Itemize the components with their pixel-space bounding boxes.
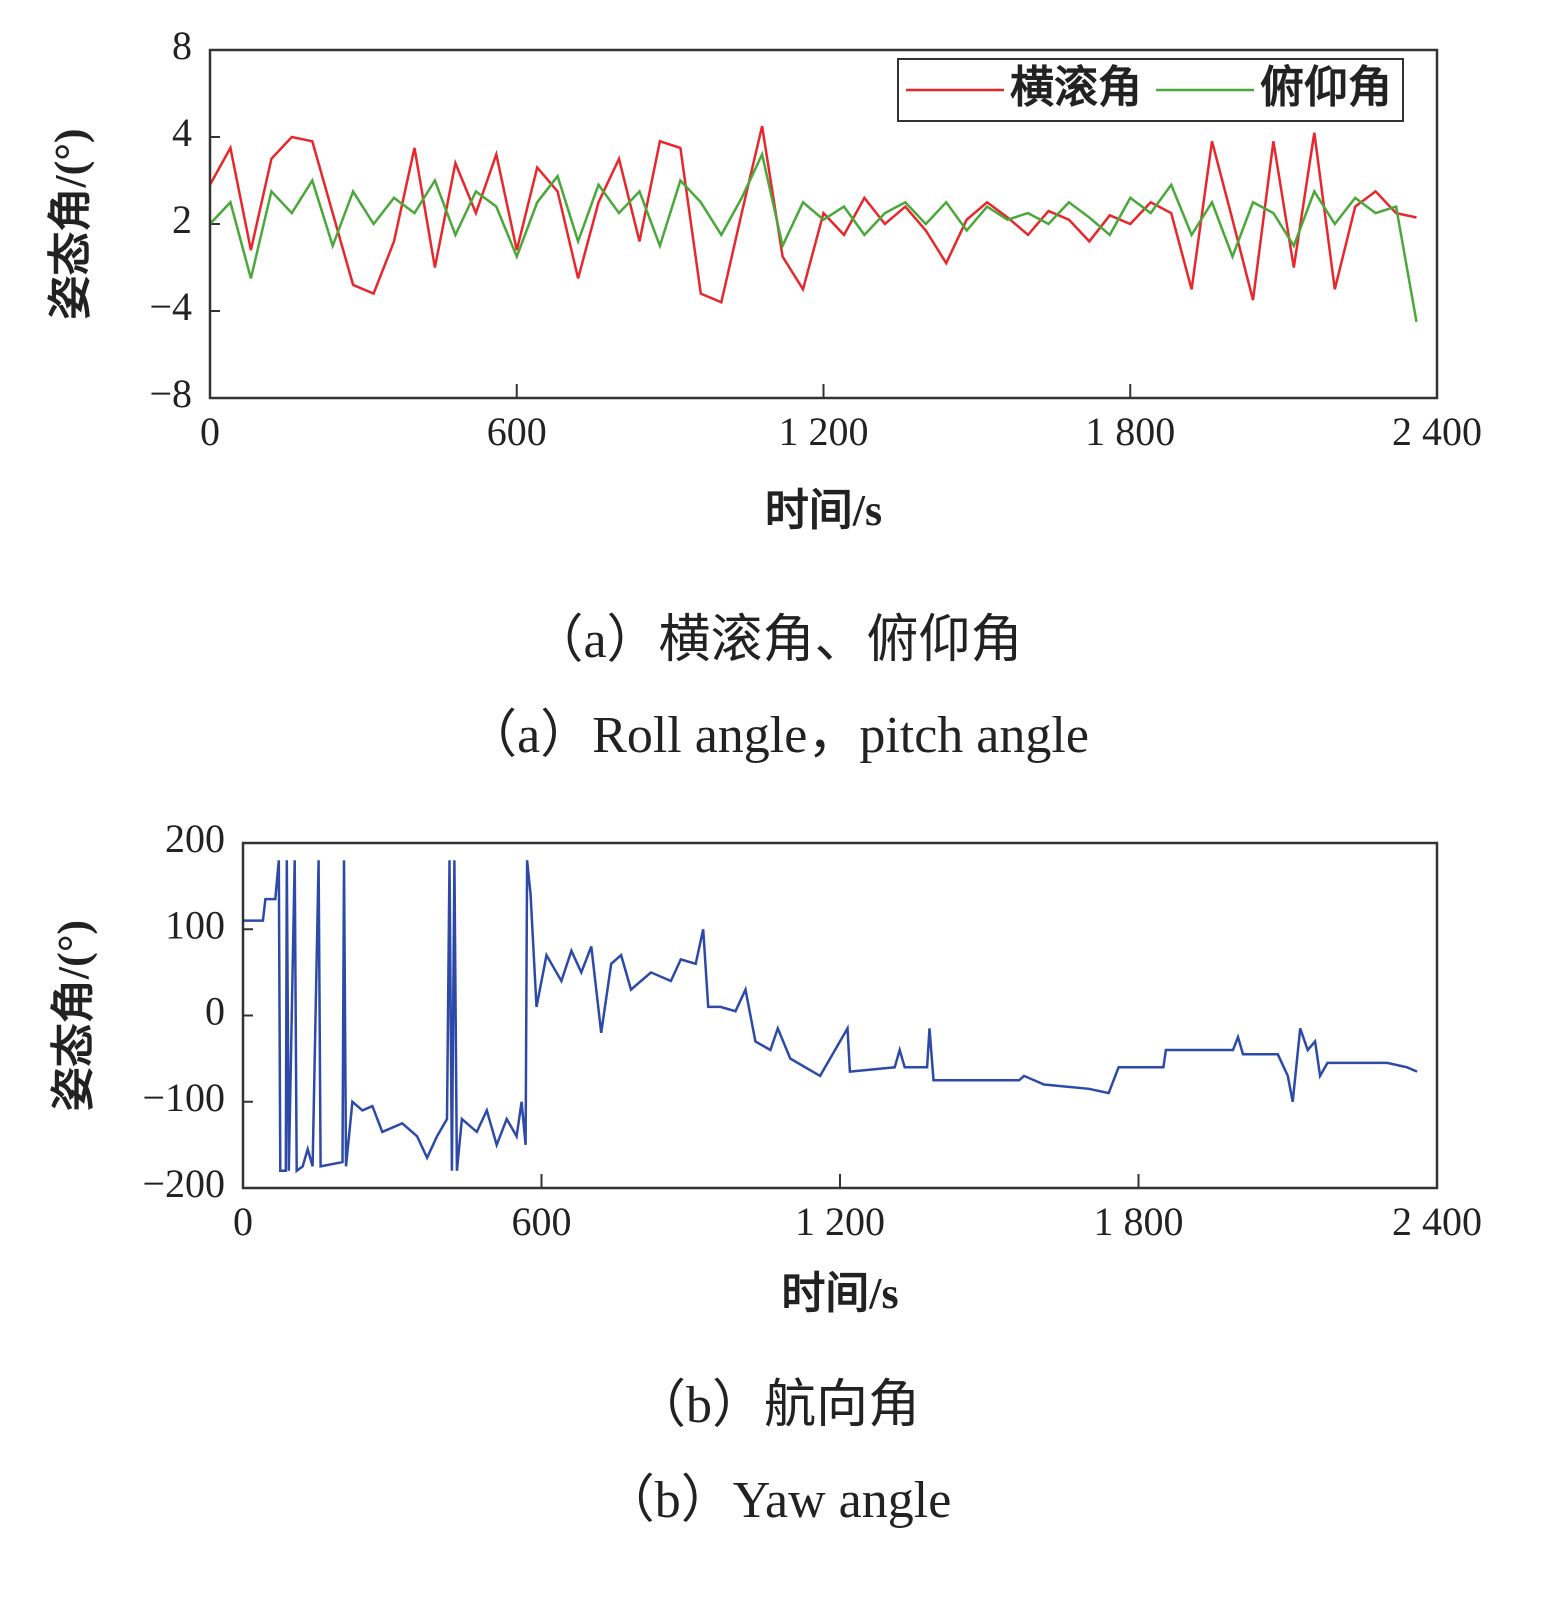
data-line	[210, 125, 1417, 305]
plot-frame	[208, 48, 1439, 400]
y-axis-label: 姿态角/(°)	[46, 128, 95, 319]
plot-frame	[241, 841, 1439, 1190]
x-tick-label: 0	[233, 1199, 253, 1244]
caption: （b）Yaw angle	[603, 1472, 952, 1529]
y-tick-label: 2	[172, 197, 192, 242]
y-tick-label: −100	[142, 1075, 225, 1120]
y-tick-label: −4	[149, 284, 192, 329]
data-line	[243, 860, 1418, 1174]
x-tick-label: 1 800	[1094, 1199, 1184, 1244]
caption: （b）航向角	[634, 1377, 920, 1434]
x-tick-label: 600	[512, 1199, 572, 1244]
caption: （a）Roll angle，pitch angle	[465, 707, 1089, 764]
x-tick-label: 0	[200, 409, 220, 454]
plot-area	[210, 125, 1418, 323]
legend-label: 俯仰角	[1260, 63, 1392, 112]
x-tick-label: 2 400	[1392, 1199, 1482, 1244]
y-tick-label: 100	[165, 902, 225, 947]
plot-area	[243, 860, 1418, 1174]
y-tick-label: −200	[142, 1161, 225, 1206]
x-tick-label: 1 800	[1085, 409, 1175, 454]
y-tick-label: 0	[205, 989, 225, 1034]
legend-label: 横滚角	[1010, 63, 1142, 112]
y-axis-label: 姿态角/(°)	[49, 920, 98, 1111]
y-tick-label: 8	[172, 23, 192, 68]
x-tick-label: 600	[487, 409, 547, 454]
y-tick-label: 200	[165, 816, 225, 861]
caption: （a）横滚角、俯仰角	[531, 612, 1022, 669]
y-tick-label: −8	[149, 371, 192, 416]
x-axis-label: 时间/s	[781, 1269, 898, 1318]
x-axis-label: 时间/s	[765, 486, 882, 535]
x-tick-label: 1 200	[795, 1199, 885, 1244]
y-tick-label: 4	[172, 110, 192, 155]
x-tick-label: 1 200	[779, 409, 869, 454]
data-line	[210, 150, 1418, 323]
x-tick-label: 2 400	[1392, 409, 1482, 454]
